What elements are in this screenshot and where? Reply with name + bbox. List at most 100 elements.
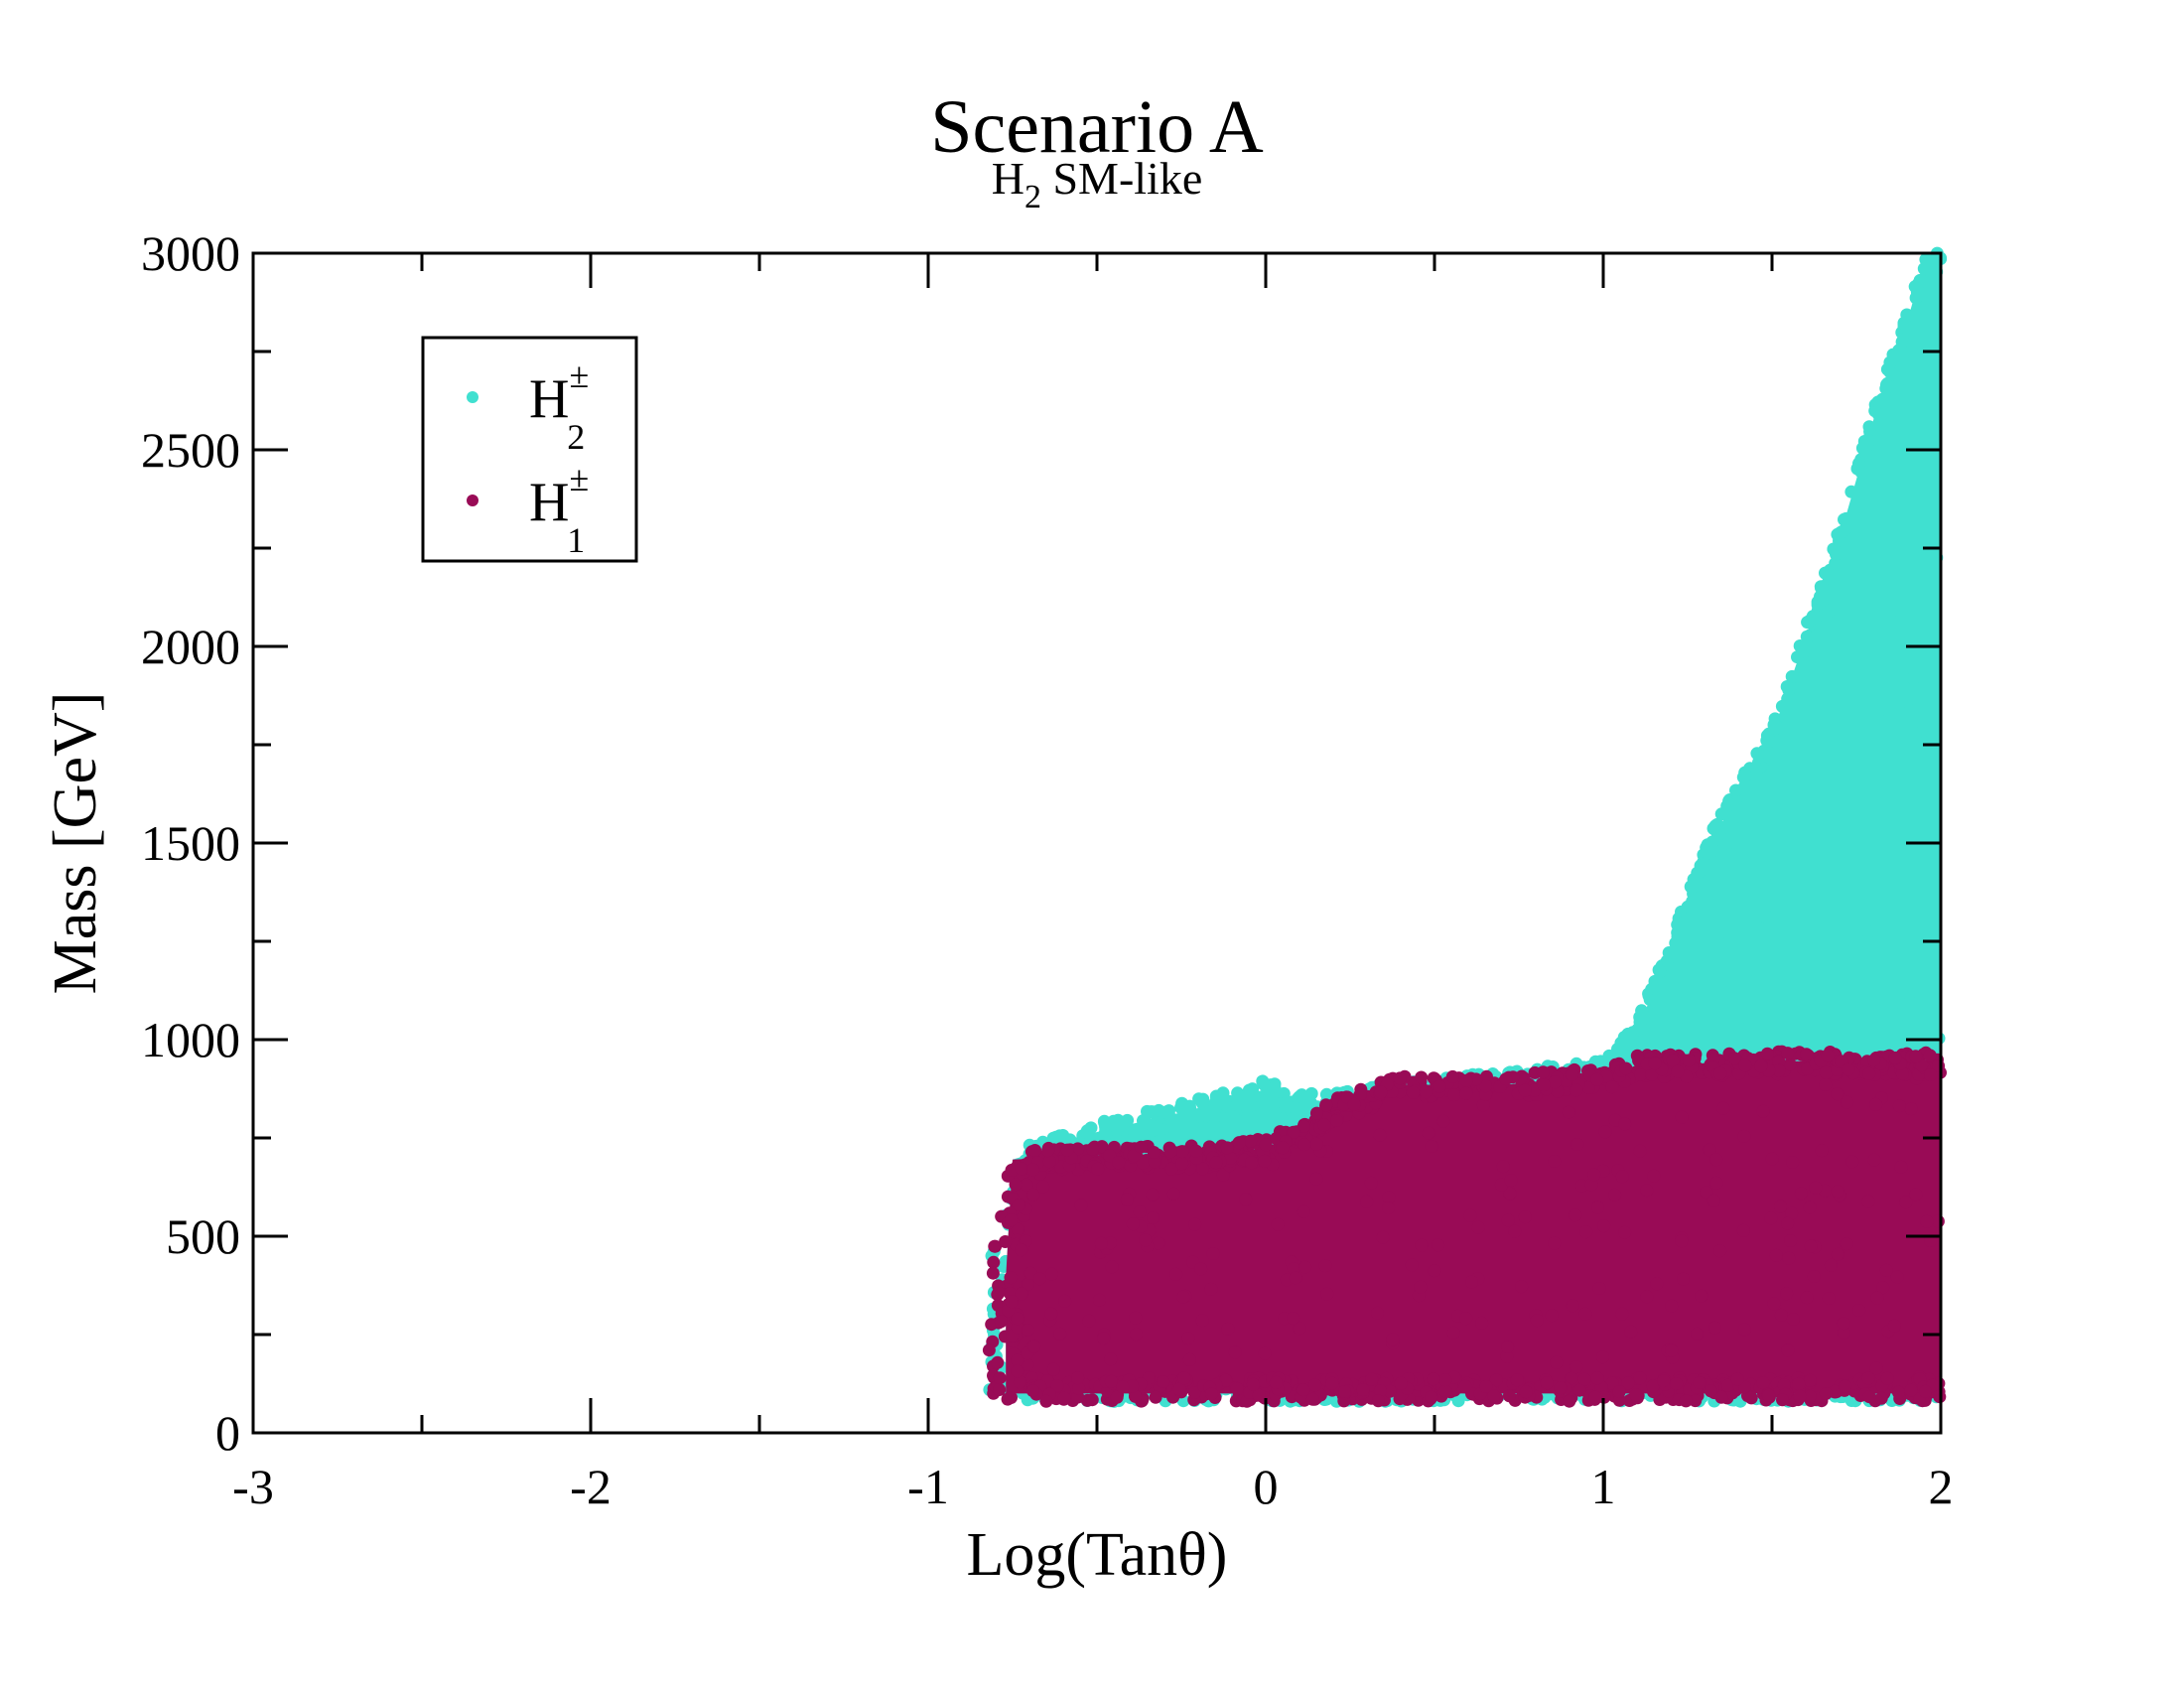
- data-point: [1166, 1187, 1180, 1200]
- data-point: [1853, 652, 1867, 666]
- data-point: [1886, 367, 1900, 381]
- data-point: [1837, 1317, 1850, 1331]
- data-point: [988, 1239, 1002, 1253]
- data-point: [1232, 1136, 1246, 1150]
- data-point: [1614, 1036, 1628, 1050]
- data-point: [1822, 1292, 1836, 1305]
- data-point: [1881, 380, 1895, 394]
- data-point: [1026, 1188, 1040, 1201]
- data-point: [1072, 1381, 1086, 1395]
- data-point: [1566, 1067, 1578, 1081]
- data-point: [1036, 1180, 1050, 1194]
- data-point: [1104, 1352, 1118, 1366]
- data-point: [1598, 1125, 1612, 1139]
- data-point: [1807, 1270, 1821, 1283]
- data-point: [1446, 1326, 1460, 1340]
- data-point: [1459, 1086, 1473, 1100]
- data-point: [1005, 1295, 1019, 1309]
- data-point: [1004, 1271, 1018, 1285]
- data-point: [1220, 1141, 1234, 1155]
- data-point: [1623, 1028, 1637, 1042]
- data-point: [1126, 1217, 1140, 1231]
- data-point: [1216, 1168, 1230, 1182]
- data-point: [1584, 1178, 1598, 1192]
- data-point: [1902, 987, 1916, 1001]
- data-point: [1338, 1385, 1351, 1398]
- data-point: [1246, 1377, 1260, 1391]
- legend-label-h1: H± 1: [529, 459, 589, 560]
- data-point: [1565, 1371, 1578, 1385]
- data-point: [1869, 1097, 1883, 1111]
- data-point: [1204, 1282, 1218, 1296]
- data-point: [1909, 1188, 1923, 1201]
- data-point: [1775, 699, 1789, 713]
- data-point: [1189, 1144, 1203, 1158]
- data-point: [1872, 408, 1885, 422]
- data-point: [1874, 1391, 1888, 1405]
- x-tick-labels: -3 -2 -1 0 1 2: [232, 1459, 1953, 1514]
- data-point: [1406, 1085, 1420, 1099]
- data-point: [1152, 1236, 1165, 1250]
- data-point: [1647, 1169, 1661, 1183]
- data-point: [1780, 680, 1794, 693]
- data-point: [1893, 606, 1907, 619]
- data-point: [1879, 1263, 1893, 1277]
- data-point: [1671, 1064, 1685, 1078]
- data-point: [1810, 726, 1824, 740]
- y-tick-label: 1000: [141, 1012, 240, 1067]
- data-point: [1139, 1233, 1153, 1247]
- data-point: [1665, 1299, 1679, 1313]
- data-point: [1428, 1264, 1441, 1278]
- data-point: [1536, 1065, 1550, 1079]
- data-point: [1831, 1087, 1844, 1101]
- data-point: [1714, 822, 1728, 835]
- data-point: [1503, 1187, 1517, 1200]
- data-point: [1540, 1376, 1554, 1390]
- data-point: [1709, 1153, 1723, 1167]
- data-point: [1749, 761, 1763, 775]
- data-point: [1295, 1088, 1308, 1102]
- data-point: [1749, 973, 1763, 987]
- data-point: [1605, 1080, 1619, 1094]
- data-point: [1297, 1383, 1310, 1397]
- data-point: [1798, 694, 1812, 708]
- data-point: [1665, 1343, 1679, 1357]
- data-point: [1619, 1061, 1633, 1075]
- data-point: [1309, 1172, 1323, 1186]
- data-point: [1432, 1238, 1445, 1252]
- data-point: [1581, 1080, 1595, 1094]
- data-point: [1330, 1114, 1343, 1127]
- data-point: [1701, 846, 1714, 860]
- data-point: [1634, 1067, 1648, 1081]
- data-point: [1706, 1194, 1720, 1207]
- data-point: [1923, 1049, 1937, 1062]
- data-point: [1913, 613, 1927, 627]
- data-point: [1011, 1364, 1024, 1378]
- data-point: [1640, 1184, 1654, 1198]
- data-point: [1608, 1188, 1622, 1201]
- data-point: [1382, 1201, 1396, 1214]
- data-point: [1479, 1379, 1493, 1393]
- data-point: [1570, 1138, 1584, 1151]
- chart-title: Scenario A: [930, 85, 1264, 169]
- data-point: [1371, 1306, 1384, 1320]
- data-point: [1896, 335, 1910, 349]
- data-point: [1082, 1314, 1096, 1328]
- data-point: [1224, 1152, 1238, 1165]
- data-point: [1182, 1352, 1196, 1366]
- data-point: [1834, 525, 1847, 539]
- data-point: [1665, 1031, 1679, 1045]
- data-point: [1783, 1058, 1797, 1071]
- data-point: [1394, 1376, 1408, 1390]
- data-point: [1759, 911, 1773, 924]
- data-point: [1819, 1387, 1833, 1400]
- data-point: [1909, 1050, 1923, 1063]
- data-point: [1809, 1181, 1823, 1195]
- y-axis-label: Mass [GeV]: [42, 692, 109, 995]
- data-point: [1577, 1372, 1591, 1386]
- data-point: [1045, 1267, 1058, 1281]
- data-point: [1297, 1119, 1310, 1133]
- x-tick-label: 1: [1591, 1459, 1616, 1514]
- data-point: [1816, 594, 1830, 607]
- data-point: [1548, 1155, 1562, 1168]
